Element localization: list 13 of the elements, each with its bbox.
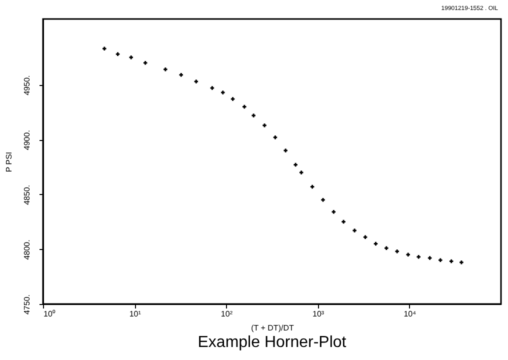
y-tick-label: 4750. [22,294,32,315]
y-axis-title: P PSI [4,152,14,172]
x-tick-label: 10¹ [129,310,142,318]
text: Example Horner-Plot [198,334,347,351]
x-tick-label: 10⁴ [404,310,417,318]
x-axis-title: (T + DT)/DT [251,324,294,332]
x-tick-label: 10³ [312,310,324,318]
x-tick-label: 10⁰ [44,310,56,318]
y-tick-label: 4850. [22,184,32,205]
y-tick-label: 4950. [22,75,32,96]
y-tick-label: 4800. [22,240,32,260]
y-tick-label: 4900. [22,130,32,150]
x-tick-label: 10² [220,310,233,318]
